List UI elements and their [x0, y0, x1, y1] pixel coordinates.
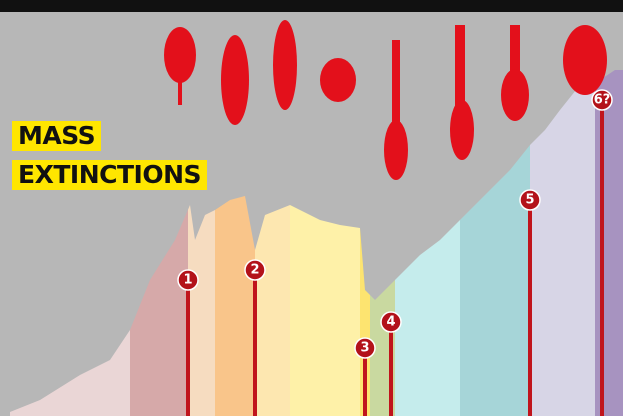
- marker-circle: [244, 259, 266, 281]
- marker-label: 6?: [594, 93, 611, 108]
- marker-label: 3: [360, 341, 369, 356]
- fossil-silhouettes: [164, 20, 607, 180]
- marker-label: 4: [386, 315, 395, 330]
- marker-circle: [519, 189, 541, 211]
- title-line: MASS: [12, 121, 102, 151]
- marker-label: 2: [250, 263, 259, 278]
- marker-circle: [177, 269, 199, 291]
- marker-circle: [354, 337, 376, 359]
- title-line: EXTINCTIONS: [12, 160, 208, 190]
- marker-label: 1: [183, 273, 192, 288]
- top-band: [0, 0, 623, 12]
- marker-circle: [380, 311, 402, 333]
- marker-circle: [591, 89, 613, 111]
- marker-label: 5: [525, 193, 534, 208]
